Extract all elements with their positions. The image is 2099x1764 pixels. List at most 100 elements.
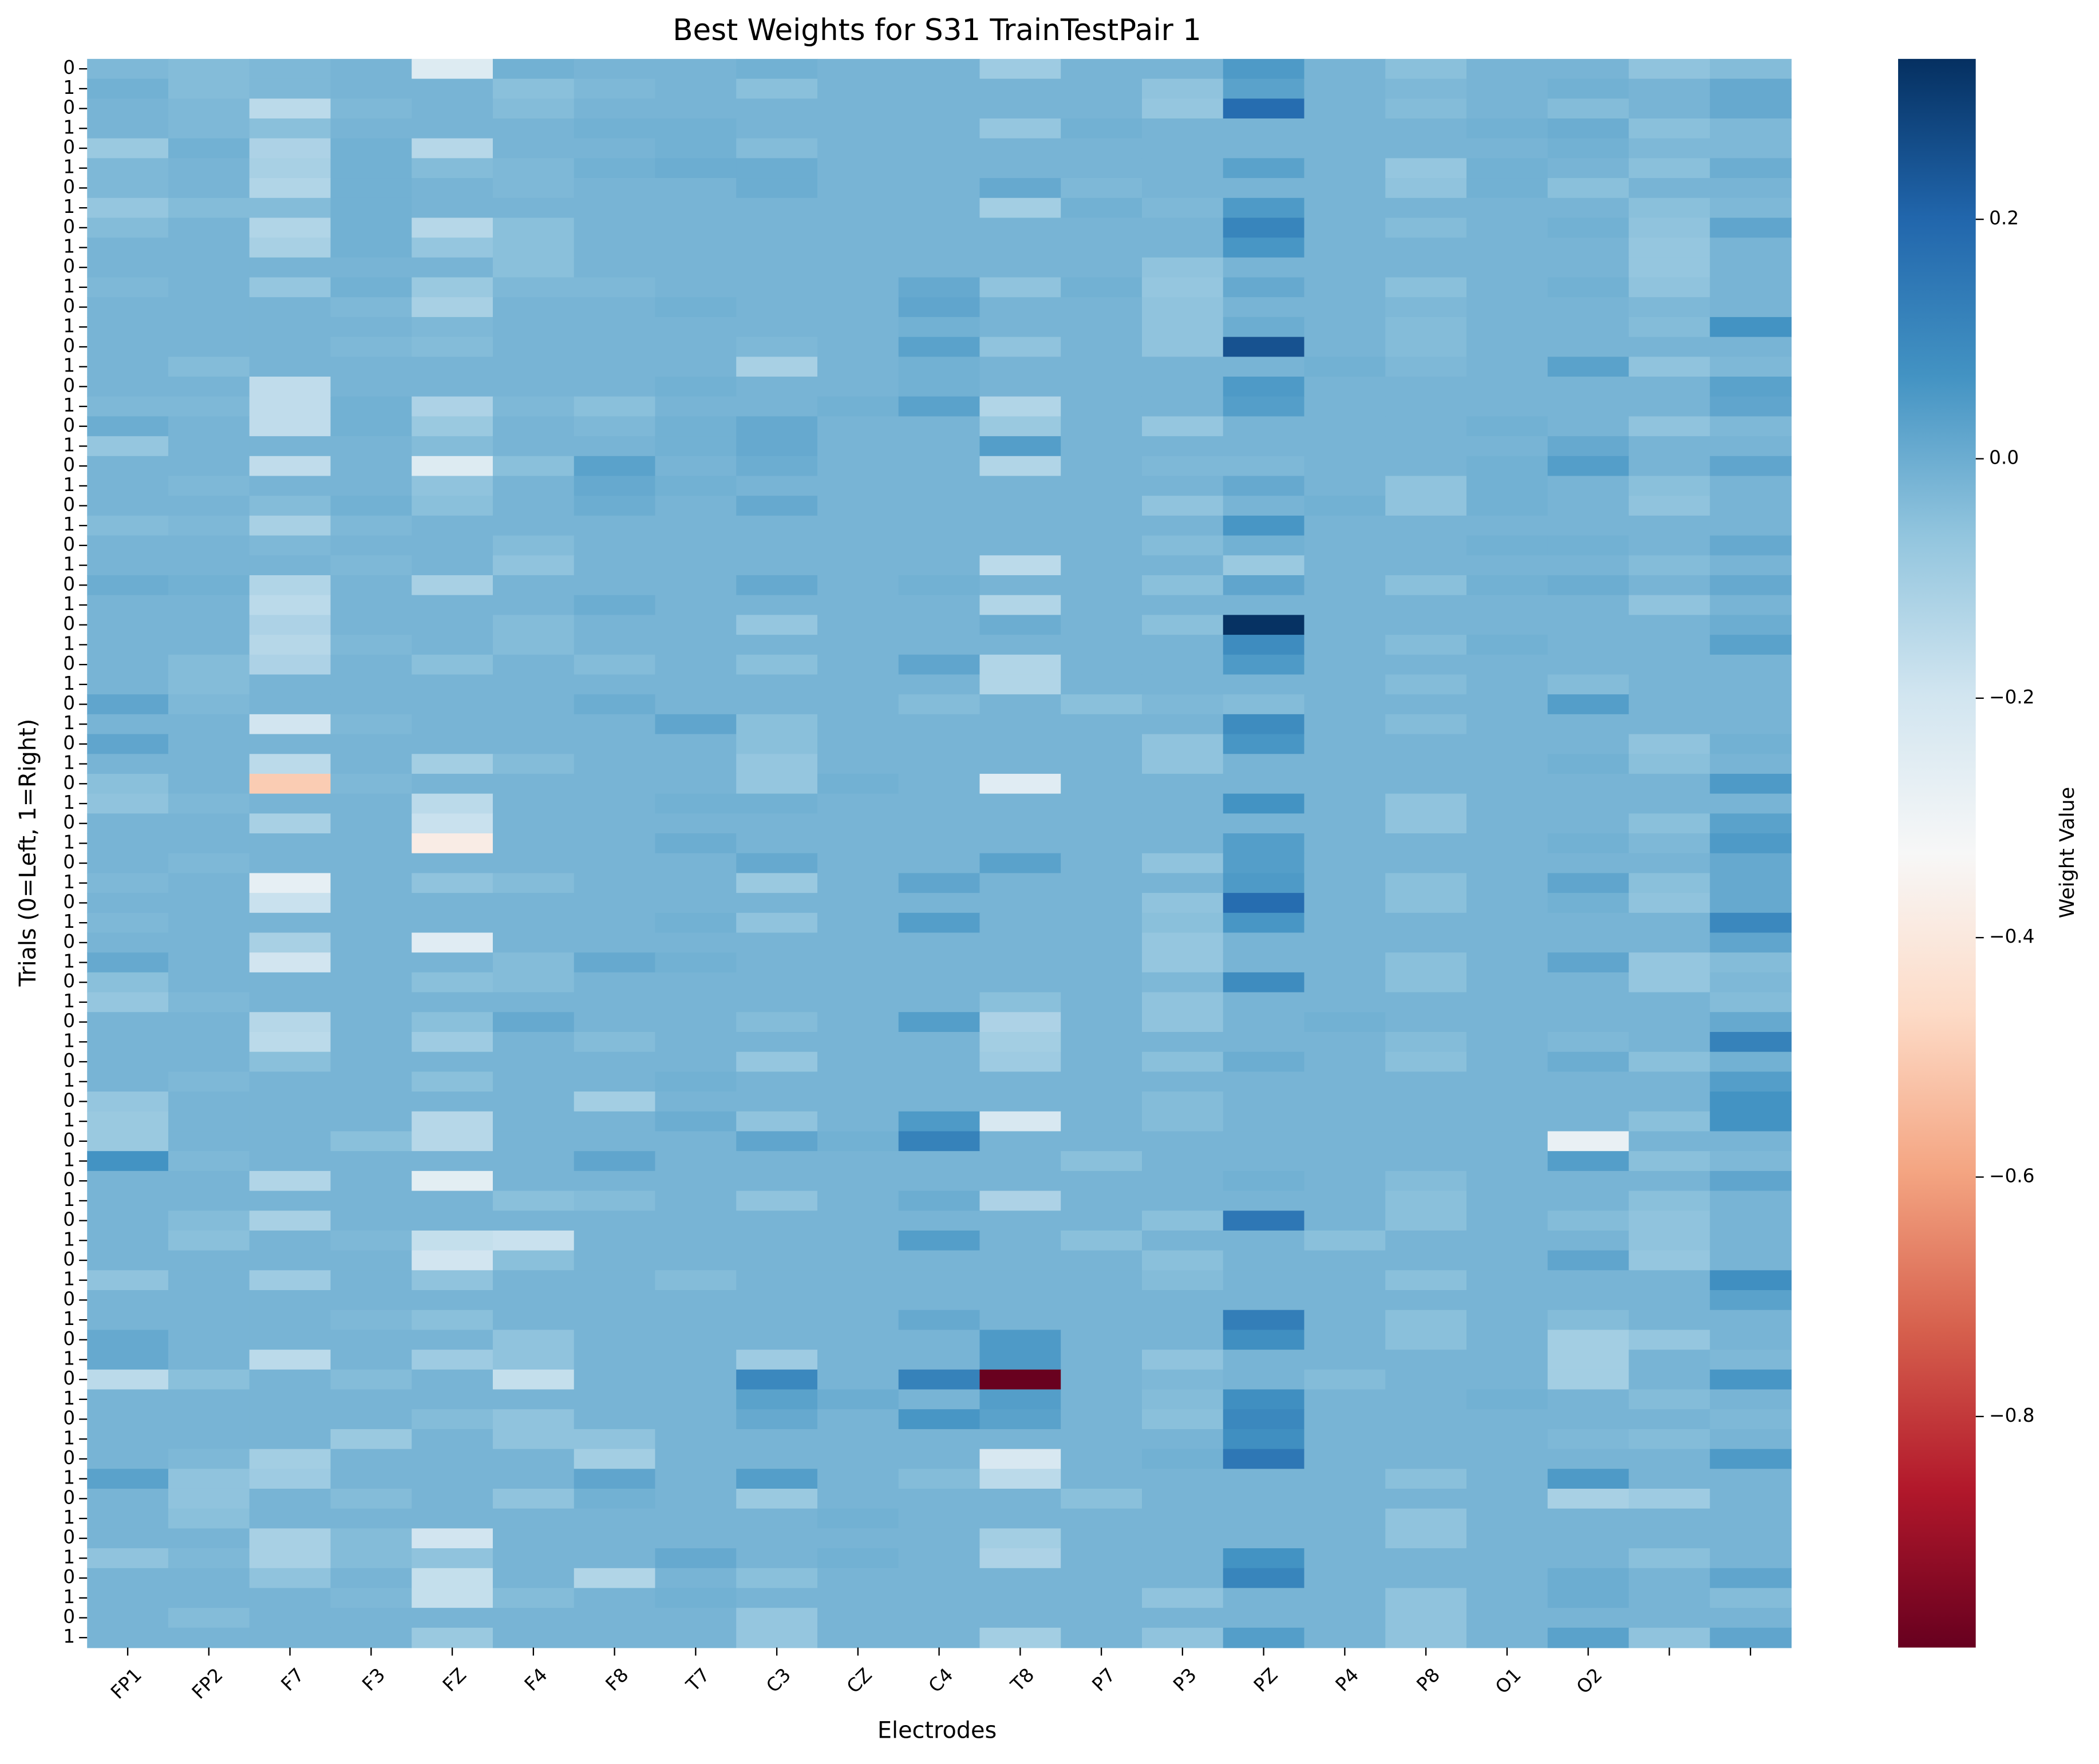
y-tick-label: 0 — [63, 1129, 75, 1151]
heatmap-cell — [817, 932, 899, 954]
heatmap-cell — [574, 833, 656, 854]
heatmap-cell — [1141, 1310, 1224, 1331]
heatmap-cell — [1628, 912, 1711, 934]
heatmap-cell — [574, 1330, 656, 1351]
heatmap-cell — [1223, 1051, 1305, 1073]
heatmap-cell — [1223, 1330, 1305, 1351]
heatmap-cell — [330, 575, 413, 596]
heatmap-cell — [249, 1369, 331, 1390]
heatmap-cell — [1061, 1012, 1143, 1033]
heatmap-cell — [87, 1429, 169, 1450]
heatmap-cell — [1547, 277, 1630, 298]
heatmap-cell — [979, 1330, 1062, 1351]
heatmap-cell — [736, 217, 818, 239]
heatmap-cell — [655, 535, 737, 556]
heatmap-cell — [574, 1230, 656, 1251]
heatmap-cell — [1628, 1528, 1711, 1549]
heatmap-cell — [1223, 1310, 1305, 1331]
heatmap-cell — [1304, 98, 1386, 119]
heatmap-cell — [330, 1330, 413, 1351]
heatmap-cell — [817, 734, 899, 755]
heatmap-cell — [412, 337, 493, 358]
heatmap-cell — [1385, 1548, 1467, 1569]
heatmap-cell — [492, 277, 575, 298]
heatmap-cell — [1385, 1170, 1467, 1192]
heatmap-cell — [1466, 873, 1548, 894]
heatmap-cell — [1710, 1488, 1792, 1509]
y-tick-label: 0 — [63, 1089, 75, 1111]
heatmap-cell — [817, 674, 899, 695]
heatmap-cell — [330, 694, 413, 715]
heatmap-cell — [330, 118, 413, 139]
x-tick-label: C4 — [924, 1664, 958, 1697]
heatmap-cell — [1141, 1230, 1224, 1251]
heatmap-cell — [87, 1488, 169, 1509]
heatmap-cell — [574, 615, 656, 636]
heatmap-cell — [330, 377, 413, 397]
heatmap-cell — [1141, 912, 1224, 934]
heatmap-cell — [412, 377, 493, 397]
heatmap-cell — [1628, 1230, 1711, 1251]
heatmap-cell — [87, 1230, 169, 1251]
heatmap-cell — [412, 972, 493, 993]
heatmap-cell — [898, 496, 981, 516]
heatmap-cell — [330, 396, 413, 417]
heatmap-cell — [898, 813, 981, 834]
heatmap-cell — [492, 595, 575, 616]
heatmap-cell — [330, 992, 413, 1013]
heatmap-cell — [736, 674, 818, 695]
heatmap-cell — [736, 694, 818, 715]
heatmap-cell — [1304, 1488, 1386, 1509]
heatmap-cell — [655, 1389, 737, 1410]
heatmap-cell — [736, 357, 818, 377]
heatmap-cell — [168, 833, 250, 854]
heatmap-cell — [168, 1091, 250, 1112]
heatmap-cell — [1628, 1469, 1711, 1489]
x-tick-label: T8 — [1006, 1664, 1038, 1696]
heatmap-cell — [1061, 575, 1143, 596]
heatmap-cell — [412, 535, 493, 556]
heatmap-cell — [330, 1350, 413, 1370]
heatmap-cell — [1061, 1627, 1143, 1648]
heatmap-cell — [1141, 694, 1224, 715]
heatmap-cell — [1466, 734, 1548, 755]
heatmap-cell — [817, 58, 899, 80]
heatmap-cell — [655, 1230, 737, 1251]
heatmap-cell — [817, 635, 899, 655]
heatmap-cell — [168, 754, 250, 774]
heatmap-cell — [1385, 535, 1467, 556]
heatmap-cell — [412, 138, 493, 159]
heatmap-cell — [249, 1627, 331, 1648]
heatmap-cell — [492, 793, 575, 814]
heatmap-cell — [1223, 1350, 1305, 1370]
heatmap-cell — [1710, 912, 1792, 934]
heatmap-cell — [1385, 496, 1467, 516]
heatmap-cell — [1466, 456, 1548, 477]
heatmap-cell — [249, 1449, 331, 1470]
heatmap-cell — [979, 1230, 1062, 1251]
heatmap-cell — [1710, 773, 1792, 794]
heatmap-cell — [492, 1508, 575, 1529]
heatmap-cell — [1141, 535, 1224, 556]
heatmap-cell — [1141, 654, 1224, 675]
heatmap-cell — [1466, 217, 1548, 239]
heatmap-cell — [1628, 1409, 1711, 1430]
heatmap-cell — [736, 178, 818, 199]
heatmap-cell — [87, 555, 169, 576]
heatmap-cell — [330, 1111, 413, 1132]
heatmap-cell — [736, 1330, 818, 1351]
heatmap-cell — [249, 1290, 331, 1311]
heatmap-cell — [1304, 1429, 1386, 1450]
heatmap-cell — [736, 1031, 818, 1053]
heatmap-cell — [492, 893, 575, 913]
heatmap-cell — [1710, 1568, 1792, 1589]
heatmap-cell — [898, 1051, 981, 1073]
heatmap-cell — [249, 138, 331, 159]
heatmap-cell — [574, 1608, 656, 1628]
heatmap-cell — [1141, 1131, 1224, 1152]
heatmap-cell — [1304, 793, 1386, 814]
x-tick-label: P7 — [1088, 1664, 1120, 1696]
heatmap-cell — [492, 337, 575, 358]
heatmap-cell — [249, 1508, 331, 1529]
heatmap-cell — [492, 436, 575, 457]
